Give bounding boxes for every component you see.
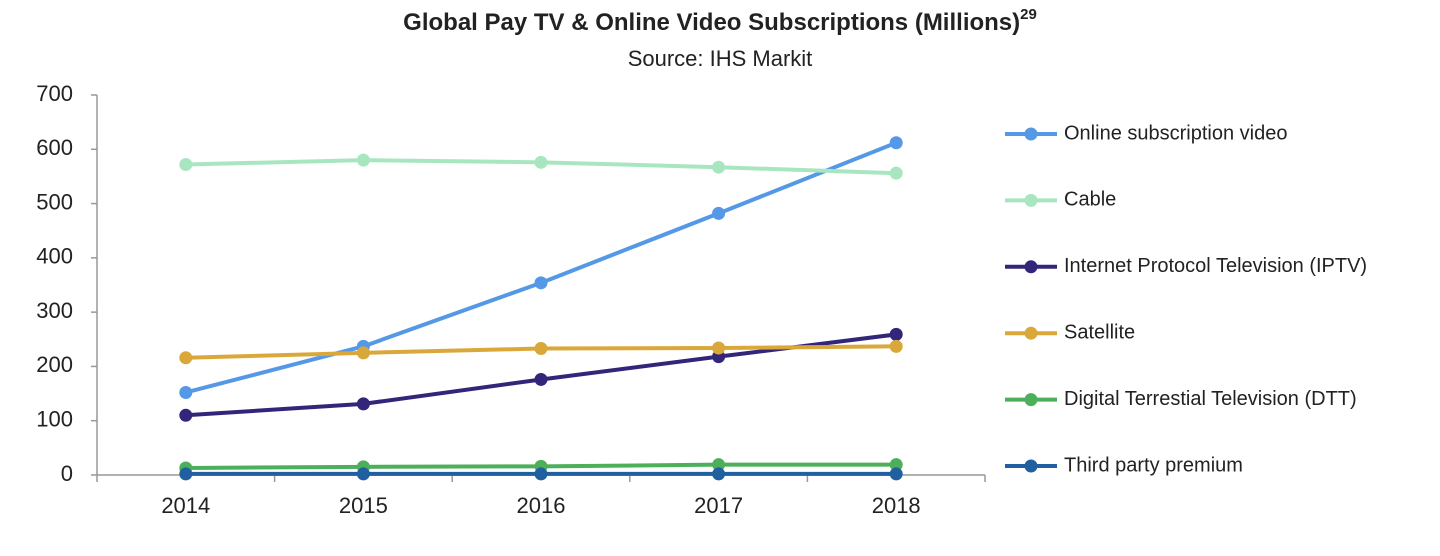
x-tick-label: 2017 — [694, 493, 743, 518]
data-point — [712, 206, 726, 220]
legend-marker — [1024, 127, 1038, 141]
data-point — [534, 467, 548, 481]
y-tick-label: 600 — [36, 135, 73, 160]
data-point — [889, 458, 903, 472]
data-point — [534, 276, 548, 290]
data-point — [356, 467, 370, 481]
chart-title: Global Pay TV & Online Video Subscriptio… — [403, 6, 1037, 36]
x-tick-label: 2015 — [339, 493, 388, 518]
y-tick-label: 200 — [36, 352, 73, 377]
title-text: Global Pay TV & Online Video Subscriptio… — [403, 9, 1020, 36]
y-tick-label: 400 — [36, 244, 73, 269]
legend-marker — [1024, 193, 1038, 207]
data-point — [889, 166, 903, 180]
legend-label: Cable — [1064, 189, 1116, 211]
data-point — [179, 157, 193, 171]
y-tick-label: 700 — [36, 81, 73, 106]
legend-marker — [1024, 326, 1038, 340]
legend-marker — [1024, 393, 1038, 407]
data-point — [356, 346, 370, 360]
data-point — [534, 342, 548, 356]
x-tick-label: 2016 — [517, 493, 566, 518]
data-point — [179, 467, 193, 481]
data-point — [889, 136, 903, 150]
title-superscript: 29 — [1020, 6, 1037, 23]
legend-label: Third party premium — [1064, 454, 1243, 476]
data-point — [534, 155, 548, 169]
data-point — [712, 458, 726, 472]
legend-label: Satellite — [1064, 321, 1135, 343]
data-point — [712, 467, 726, 481]
data-point — [889, 467, 903, 481]
legend-marker — [1024, 459, 1038, 473]
data-point — [179, 351, 193, 365]
data-point — [889, 327, 903, 341]
data-point — [179, 385, 193, 399]
data-point — [179, 408, 193, 422]
legend-label: Online subscription video — [1064, 122, 1287, 144]
data-point — [712, 160, 726, 174]
legend-label: Internet Protocol Television (IPTV) — [1064, 255, 1367, 277]
y-tick-label: 0 — [61, 461, 73, 486]
data-point — [534, 372, 548, 386]
y-tick-label: 500 — [36, 189, 73, 214]
chart-subtitle: Source: IHS Markit — [628, 46, 813, 71]
x-tick-label: 2018 — [872, 493, 921, 518]
x-tick-label: 2014 — [161, 493, 210, 518]
data-point — [712, 341, 726, 355]
legend-marker — [1024, 260, 1038, 274]
legend-label: Digital Terrestial Television (DTT) — [1064, 388, 1357, 410]
data-point — [356, 153, 370, 167]
data-point — [356, 397, 370, 411]
y-tick-label: 300 — [36, 298, 73, 323]
data-point — [889, 339, 903, 353]
y-tick-label: 100 — [36, 407, 73, 432]
